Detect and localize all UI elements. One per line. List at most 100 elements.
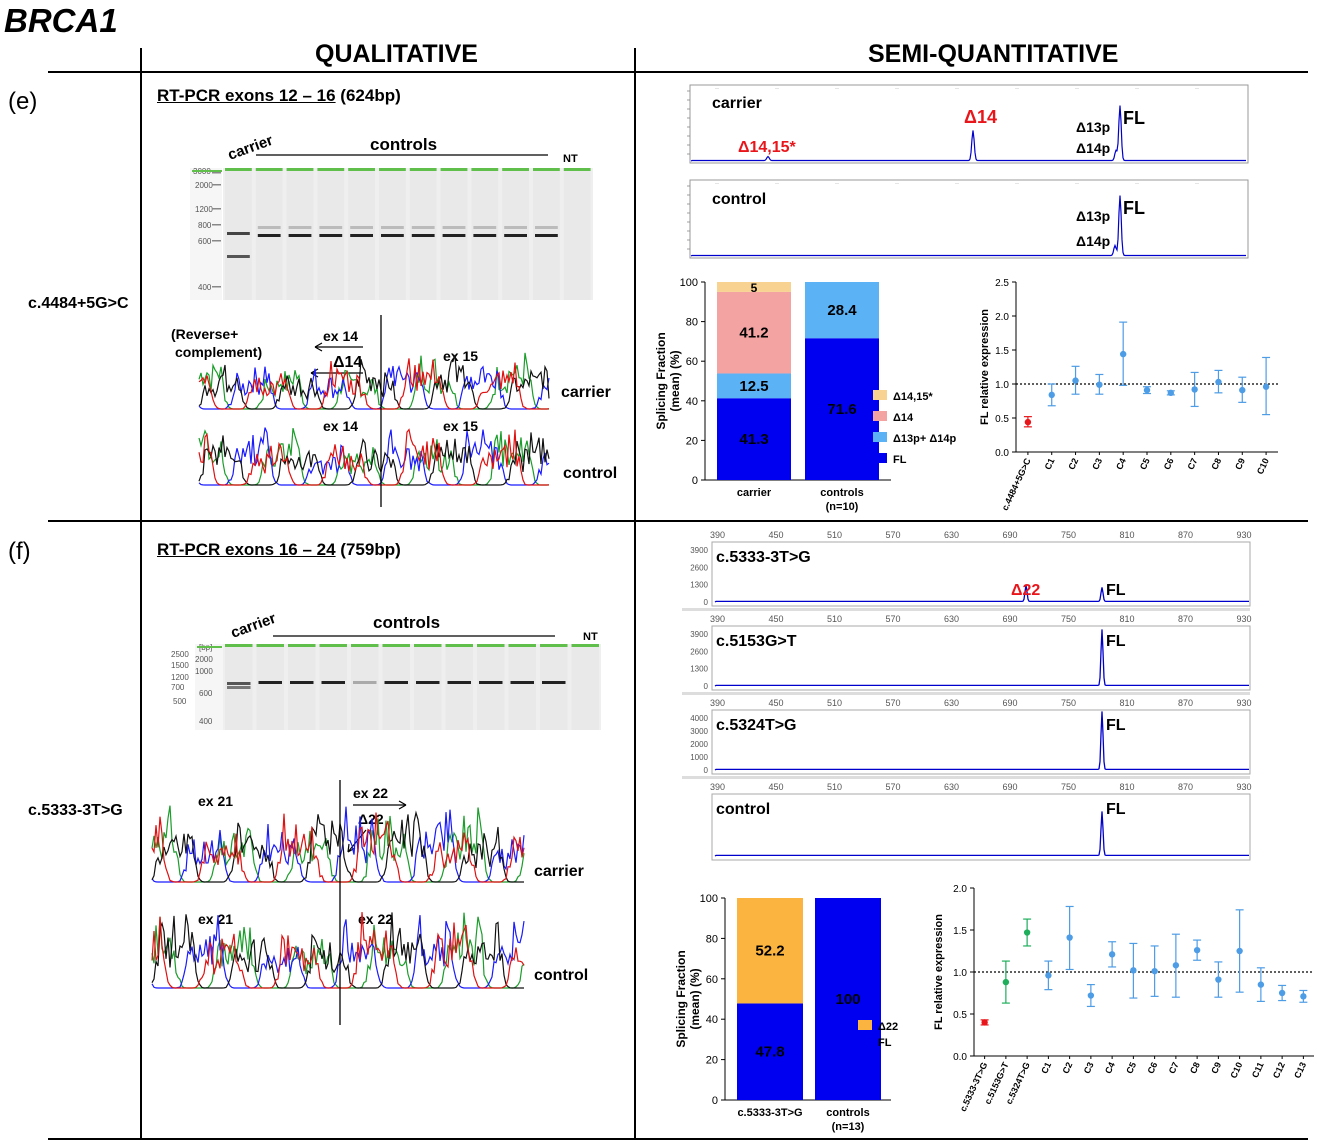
electro-f-xtick: 570: [886, 698, 901, 708]
gel-ladder-band: [212, 286, 221, 288]
seq-f-ex21-label: ex 21: [198, 793, 233, 809]
chart-x-tick-label: c.5333-3T>G: [737, 1107, 802, 1119]
electro-xtick: —: [1015, 85, 1019, 90]
legend-swatch: [873, 390, 887, 400]
gel-loading-marker: [440, 168, 468, 171]
electro-f-peak-d22: Δ22: [1011, 582, 1040, 599]
gel-lane: [477, 644, 505, 730]
chart-x-tick-label: C11: [1250, 1061, 1266, 1080]
electropherograms-f: 390 450 510 570 630 690 750 810 870 9303900260013…: [682, 530, 1252, 861]
data-point: [1262, 383, 1270, 390]
seq-ex15-label: ex 15: [443, 348, 478, 364]
chart-x-tick-label: carrier: [737, 487, 772, 499]
chart-x-tick-label: C1: [1043, 457, 1057, 472]
chart-y-tick-label: 1.5: [995, 346, 1009, 357]
gel-f-ladder-1000: 1000: [195, 667, 213, 676]
chart-y-label-2: (mean) (%): [688, 968, 702, 1029]
gel-f-ladder-1500: 1500: [171, 661, 189, 670]
gel-f-carrier-label: carrier: [229, 610, 279, 642]
bar-data-label: 12.5: [739, 378, 768, 395]
bar-segment: [737, 1003, 803, 1100]
chart-x-tick-label: C12: [1271, 1061, 1287, 1080]
chart-y-tick-label: 80: [686, 317, 698, 329]
data-point: [1239, 386, 1246, 394]
electro-f-ytick: 0: [704, 598, 709, 607]
chart-y-tick-label: 2.0: [953, 884, 967, 895]
gel-ladder-400: 400: [198, 283, 212, 292]
electro-f-separator: [682, 692, 1250, 695]
gel-lane: [288, 644, 316, 730]
chromatogram-trace: [151, 812, 525, 883]
chromatogram-trace: [198, 428, 550, 486]
electro-carrier-label: carrier: [712, 95, 762, 112]
seq-note-complement: complement): [175, 344, 262, 360]
variant-label-e: c.4484+5G>C: [28, 295, 129, 312]
gel-loading-marker: [563, 168, 591, 171]
electro-f-ytick: 4000: [690, 714, 708, 723]
chart-x-tick-label: C1: [1039, 1061, 1053, 1076]
gel-carrier-label: carrier: [226, 132, 276, 164]
electro-xtick: —: [895, 85, 899, 90]
electro-f-ytick: 0: [704, 682, 709, 691]
chart-y-tick-label: 0: [692, 475, 698, 487]
gel-band: [510, 681, 534, 684]
gel-loading-marker: [414, 644, 442, 647]
gel-band: [473, 226, 497, 229]
chart-x-tick-label: C3: [1090, 457, 1104, 472]
gel-loading-marker: [255, 168, 283, 171]
legend-swatch: [858, 1020, 872, 1030]
electro-f-peak-fl: FL: [1106, 633, 1126, 650]
electro-f-xtick: 630: [944, 698, 959, 708]
gel-ladder-band: [212, 208, 221, 210]
chart-y-tick-label: 0.0: [953, 1052, 967, 1063]
gel-ladder-1200: 1200: [195, 205, 213, 214]
chart-x-tick-label: C13: [1292, 1061, 1308, 1080]
gel-lane: [319, 644, 347, 730]
chart-y-tick-label: 80: [706, 933, 718, 945]
gel-band: [258, 681, 282, 684]
gel-lane: [382, 644, 410, 730]
electro-f-xtick: 750: [1061, 698, 1076, 708]
chart-y-tick-label: 100: [700, 893, 718, 905]
gel-ladder-800: 800: [198, 221, 212, 230]
electro-f-xtick: 810: [1120, 614, 1135, 624]
electro-f-xtick: 750: [1061, 614, 1076, 624]
seq-control-label: control: [563, 465, 617, 482]
gel-loading-marker: [533, 168, 560, 171]
legend-label: Δ22: [878, 1021, 898, 1033]
gel-band: [288, 226, 312, 229]
gel-ladder-band: [212, 224, 221, 226]
gel-loading-marker: [225, 644, 253, 647]
fl-expression-chart-f: 0.0 0.5 1.0 1.5 2.0 FL relative expression c.5…: [933, 884, 1314, 1113]
gel-lane: [508, 644, 536, 730]
chromatogram-trace: [151, 810, 524, 883]
data-point: [1236, 947, 1243, 955]
electro-f-xtick: 690: [1003, 698, 1018, 708]
data-point: [1130, 967, 1137, 974]
chromatogram-trace: [198, 432, 550, 486]
chart-x-tick-label: C10: [1228, 1061, 1244, 1080]
sequence-chromatogram-e: (Reverse+ complement) ex 14 Δ14 ex 15 ex…: [171, 315, 617, 507]
peak-label-d14p-carrier: Δ14p: [1076, 140, 1110, 156]
gel-lane: [571, 644, 599, 730]
electro-f-ytick: 0: [704, 766, 709, 775]
electro-f-xtick: 390: [710, 698, 725, 708]
electro-f-trace-label: control: [716, 801, 770, 818]
gel-ladder-2000: 2000: [195, 181, 213, 190]
electro-f-ytick: 2600: [690, 563, 708, 572]
electro-f-ytick: 2000: [690, 740, 708, 749]
legend-label: FL: [878, 1037, 892, 1049]
data-point: [1119, 350, 1127, 358]
electro-f-xtick: 510: [827, 530, 842, 540]
electro-f-ytick: 1300: [690, 581, 708, 590]
legend-label: FL: [893, 454, 907, 466]
splicing-fraction-chart-e: 0 20 40 60 80 100 Splicing Fraction (mean) (%) 4…: [654, 277, 956, 513]
gel-loading-marker: [348, 168, 375, 171]
chart-y-label: FL relative expression: [979, 309, 991, 425]
electro-xtick: —: [715, 85, 719, 90]
sequence-chromatogram-f: ex 21 ex 22 Δ22 ex 21 ex 22 carrier cont…: [151, 780, 588, 1025]
electro-f-xtick: 510: [827, 782, 842, 792]
bar-data-label: 41.3: [739, 431, 768, 448]
electro-xtick: —: [1015, 180, 1019, 185]
chart-x-tick-label: C6: [1162, 457, 1176, 472]
